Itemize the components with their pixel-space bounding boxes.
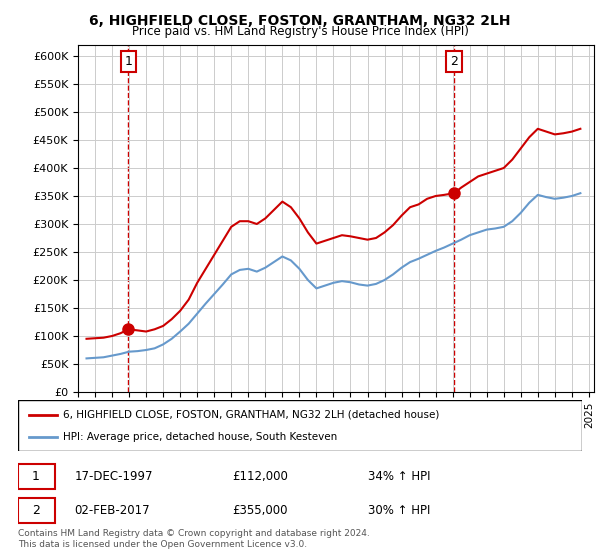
Text: HPI: Average price, detached house, South Kesteven: HPI: Average price, detached house, Sout… (63, 432, 337, 442)
Text: 34% ↑ HPI: 34% ↑ HPI (368, 470, 430, 483)
FancyBboxPatch shape (18, 497, 55, 523)
FancyBboxPatch shape (18, 464, 55, 489)
Text: 6, HIGHFIELD CLOSE, FOSTON, GRANTHAM, NG32 2LH: 6, HIGHFIELD CLOSE, FOSTON, GRANTHAM, NG… (89, 14, 511, 28)
Text: £355,000: £355,000 (232, 504, 288, 517)
Text: 1: 1 (32, 470, 40, 483)
Text: 02-FEB-2017: 02-FEB-2017 (74, 504, 150, 517)
Text: 6, HIGHFIELD CLOSE, FOSTON, GRANTHAM, NG32 2LH (detached house): 6, HIGHFIELD CLOSE, FOSTON, GRANTHAM, NG… (63, 409, 439, 419)
Text: Price paid vs. HM Land Registry's House Price Index (HPI): Price paid vs. HM Land Registry's House … (131, 25, 469, 38)
Text: Contains HM Land Registry data © Crown copyright and database right 2024.
This d: Contains HM Land Registry data © Crown c… (18, 529, 370, 549)
Text: 30% ↑ HPI: 30% ↑ HPI (368, 504, 430, 517)
FancyBboxPatch shape (18, 400, 582, 451)
Text: 2: 2 (450, 55, 458, 68)
Text: £112,000: £112,000 (232, 470, 288, 483)
Text: 2: 2 (32, 504, 40, 517)
Text: 17-DEC-1997: 17-DEC-1997 (74, 470, 153, 483)
Text: 1: 1 (124, 55, 133, 68)
